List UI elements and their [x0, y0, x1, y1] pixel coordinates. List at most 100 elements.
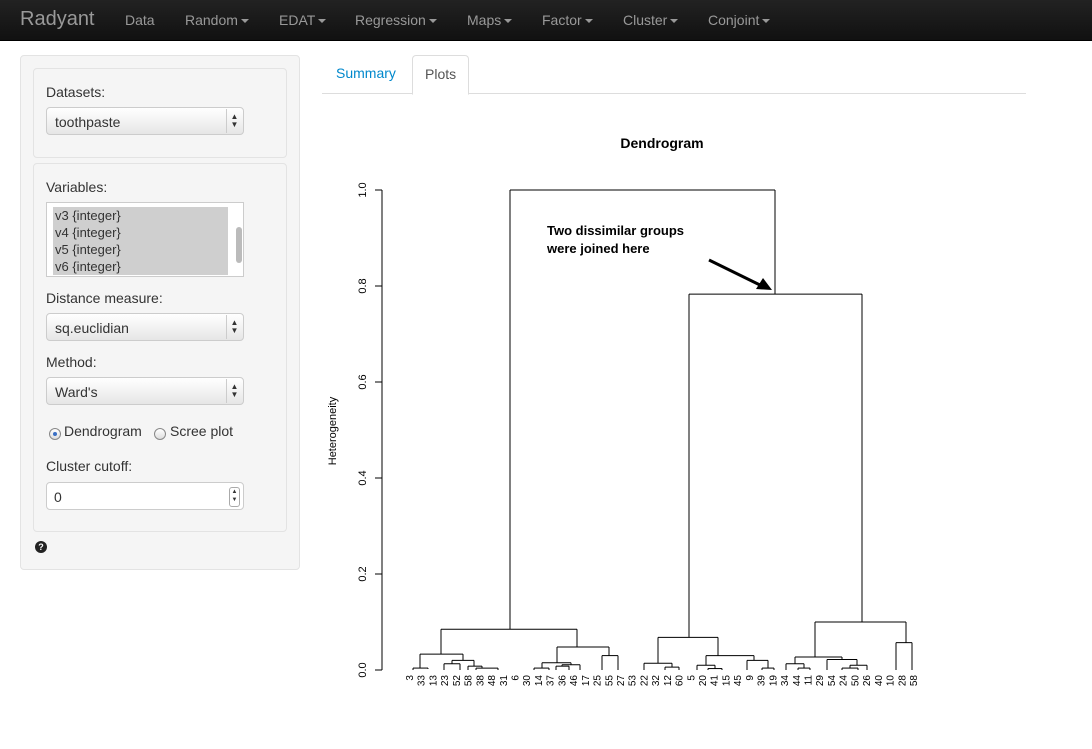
leaf-label: 9: [745, 675, 756, 681]
leaf-label: 5: [686, 675, 697, 681]
leaf-label: 41: [710, 675, 721, 687]
nav-regression-menu[interactable]: Regression: [355, 12, 437, 28]
leaf-label: 19: [768, 675, 779, 687]
y-tick-label: 1.0: [357, 182, 369, 197]
leaf-label: 58: [909, 675, 920, 687]
leaf-label: 25: [593, 675, 604, 687]
y-tick-label: 0.2: [357, 566, 369, 581]
leaf-label: 40: [874, 675, 885, 687]
variable-option[interactable]: v4 {integer}: [53, 224, 228, 241]
leaf-label: 11: [804, 675, 815, 686]
leaf-label: 29: [815, 675, 826, 687]
leaf-label: 39: [757, 675, 768, 687]
tab-plots[interactable]: Plots: [412, 55, 470, 95]
leaf-label: 12: [663, 675, 674, 687]
dendrogram-radio[interactable]: [49, 428, 61, 440]
nav-data[interactable]: Data: [125, 12, 155, 28]
nav-edat-label: EDAT: [279, 12, 316, 28]
leaf-label: 48: [487, 675, 498, 687]
leaf-label: 60: [675, 675, 686, 687]
tab-summary[interactable]: Summary: [336, 65, 396, 81]
variable-option[interactable]: v5 {integer}: [53, 241, 228, 258]
leaf-label: 24: [839, 675, 850, 687]
nav-conjoint-label: Conjoint: [708, 12, 760, 28]
chart-title: Dendrogram: [620, 135, 703, 151]
scree-plot-radio-label[interactable]: Scree plot: [170, 423, 234, 439]
variable-option[interactable]: v3 {integer}: [53, 207, 228, 224]
nav-conjoint-menu[interactable]: Conjoint: [708, 12, 771, 28]
leaf-label: 28: [897, 675, 908, 687]
leaf-label: 20: [698, 675, 709, 687]
leaf-label: 26: [862, 675, 873, 687]
leaf-label: 38: [475, 675, 486, 687]
caret-down-icon: [318, 19, 327, 24]
datasets-label: Datasets:: [46, 84, 106, 100]
listbox-scrollbar[interactable]: [236, 227, 242, 263]
cluster-cutoff-input[interactable]: 0 ▲ ▼: [46, 482, 244, 510]
leaf-label: 15: [721, 675, 732, 687]
nav-cluster-menu[interactable]: Cluster: [623, 12, 679, 28]
caret-down-icon: [504, 19, 513, 24]
y-tick-label: 0.8: [357, 278, 369, 293]
method-select[interactable]: Ward's ▲ ▼: [46, 377, 244, 405]
leaf-label: 17: [581, 675, 592, 687]
variables-label: Variables:: [46, 179, 108, 195]
nav-maps-menu[interactable]: Maps: [467, 12, 513, 28]
cluster-cutoff-value: 0: [54, 489, 62, 505]
method-value: Ward's: [55, 384, 98, 400]
nav-random-menu[interactable]: Random: [185, 12, 249, 28]
leaf-label: 45: [733, 675, 744, 687]
leaf-label: 22: [639, 675, 650, 687]
datasets-select-value: toothpaste: [55, 114, 121, 130]
select-arrows-icon: ▲ ▼: [226, 315, 242, 339]
y-tick-label: 0.4: [357, 470, 369, 485]
leaf-label: 32: [651, 675, 662, 687]
leaf-label: 52: [452, 675, 463, 687]
leaf-labels: 3 33 13 23 52 58 38 48 31 6 30 14 37 36 46 17 25 55 27 53 22…: [405, 675, 920, 687]
leaf-label: 44: [792, 675, 803, 687]
select-arrows-icon: ▲ ▼: [226, 379, 242, 403]
leaf-label: 3: [405, 675, 416, 681]
nav-cluster-label: Cluster: [623, 12, 668, 28]
leaf-label: 27: [616, 675, 627, 687]
y-axis: 0.0 0.2 0.4 0.6 0.8 1.0: [357, 182, 383, 678]
y-axis-label: Heterogeneity: [327, 396, 339, 465]
scree-plot-radio[interactable]: [154, 428, 166, 440]
caret-down-icon: [670, 19, 679, 24]
leaf-label: 53: [628, 675, 639, 687]
leaf-label: 58: [464, 675, 475, 687]
distance-measure-label: Distance measure:: [46, 290, 163, 306]
distance-measure-select[interactable]: sq.euclidian ▲ ▼: [46, 313, 244, 341]
annotation-line-2: were joined here: [546, 241, 650, 256]
leaf-label: 50: [850, 675, 861, 687]
nav-random-label: Random: [185, 12, 238, 28]
sidebar-panel: Datasets: toothpaste ▲ ▼ Variables: v3 {i…: [20, 55, 300, 570]
nav-regression-label: Regression: [355, 12, 426, 28]
nav-maps-label: Maps: [467, 12, 502, 28]
select-arrows-icon: ▲ ▼: [226, 109, 242, 133]
leaf-label: 46: [569, 675, 580, 687]
method-label: Method:: [46, 354, 97, 370]
variable-option[interactable]: v6 {integer}: [53, 258, 228, 275]
caret-down-icon: [584, 19, 593, 24]
y-tick-label: 0.0: [357, 662, 369, 677]
number-spinner-icon[interactable]: ▲ ▼: [229, 487, 240, 507]
leaf-label: 6: [510, 675, 521, 681]
leaf-label: 54: [827, 675, 838, 687]
leaf-label: 13: [428, 675, 439, 687]
brand-logo[interactable]: Radyant: [20, 8, 95, 30]
nav-edat-menu[interactable]: EDAT: [279, 12, 327, 28]
options-well: Variables: v3 {integer} v4 {integer} v5 …: [33, 163, 287, 532]
leaf-label: 37: [546, 675, 557, 687]
cluster-cutoff-label: Cluster cutoff:: [46, 458, 133, 474]
datasets-select[interactable]: toothpaste ▲ ▼: [46, 107, 244, 135]
leaf-label: 30: [522, 675, 533, 687]
leaf-label: 31: [499, 675, 510, 687]
variables-listbox[interactable]: v3 {integer} v4 {integer} v5 {integer} v…: [46, 202, 244, 277]
dendrogram-tree: [412, 189, 913, 670]
nav-factor-menu[interactable]: Factor: [542, 12, 593, 28]
dendrogram-radio-label[interactable]: Dendrogram: [64, 423, 142, 439]
help-icon[interactable]: ?: [35, 541, 47, 553]
radio-selected-dot: [53, 432, 57, 436]
leaf-label: 10: [886, 675, 897, 687]
